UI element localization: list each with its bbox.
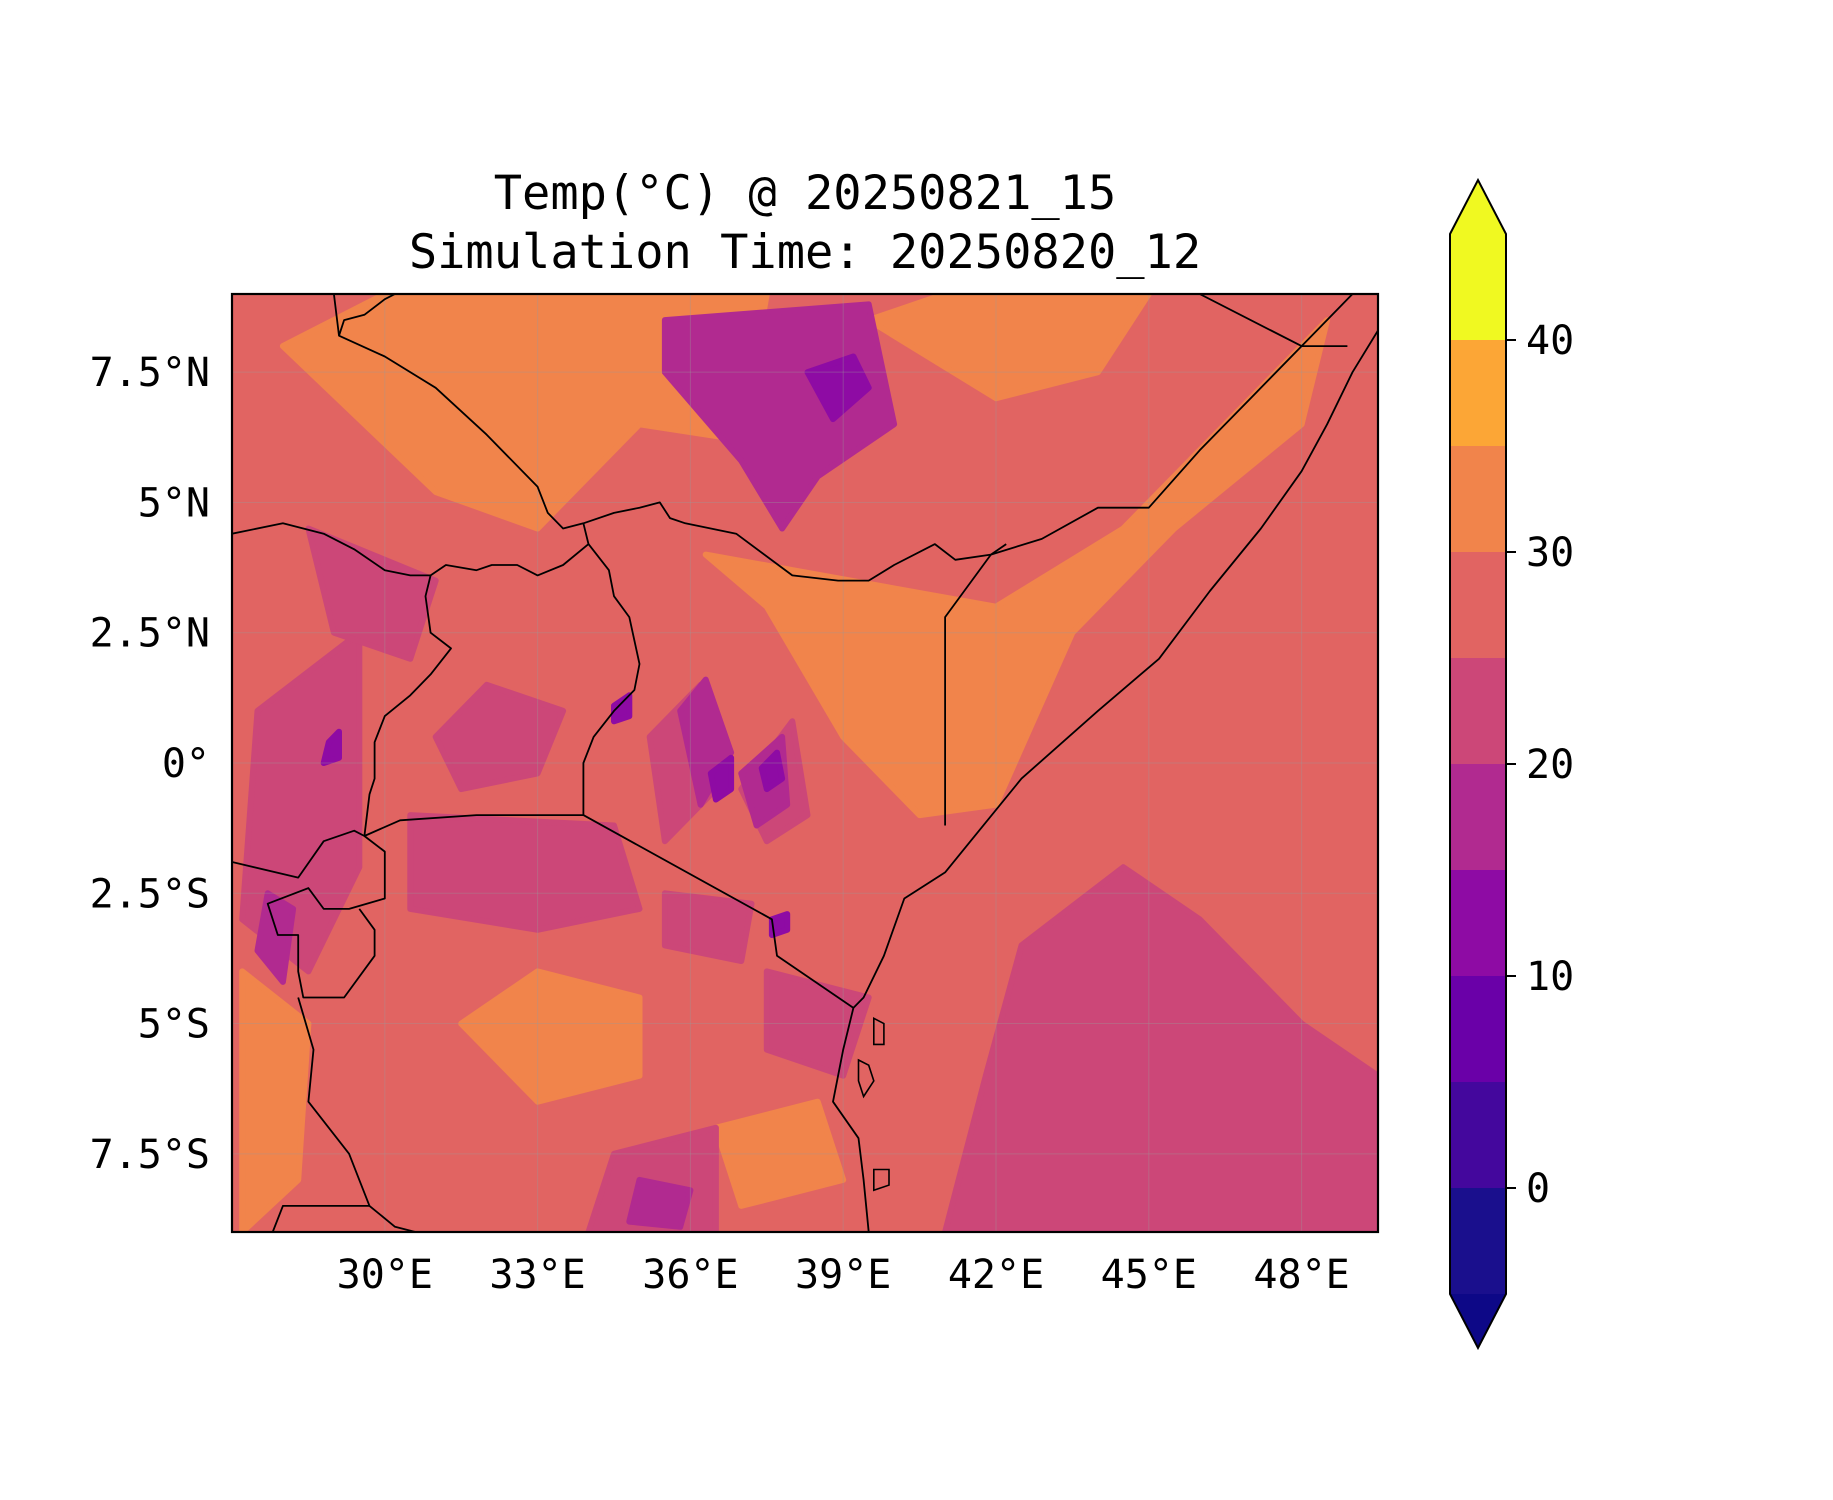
lat-tick-label: 2.5°N: [90, 611, 210, 657]
colorbar-over-arrow: [1450, 180, 1506, 234]
map-frame: [230, 292, 1380, 1234]
temperature-region: [768, 911, 791, 938]
temperature-region: [458, 968, 643, 1105]
lon-tick-label: 33°E: [489, 1252, 585, 1298]
country-borders: [232, 294, 1378, 1232]
border-line: [990, 294, 1354, 556]
lon-tick-label: 39°E: [795, 1252, 891, 1298]
colorbar-tick-label: 10: [1526, 954, 1574, 1000]
temperature-region: [239, 968, 312, 1232]
colorbar-tick-label: 20: [1526, 742, 1574, 788]
lon-tick-label: 45°E: [1101, 1252, 1197, 1298]
temperature-region: [942, 864, 1378, 1232]
border-line: [271, 1205, 370, 1232]
lon-tick-label: 42°E: [948, 1252, 1044, 1298]
figure-title-line-2: Simulation Time: 20250820_12: [408, 225, 1202, 280]
temperature-region: [320, 728, 342, 766]
island-outline: [872, 1168, 890, 1192]
border-line: [832, 330, 1378, 1232]
island-outline: [857, 1058, 875, 1099]
border-line: [1199, 294, 1348, 348]
lon-tick-label: 30°E: [337, 1252, 433, 1298]
border-line: [582, 543, 641, 816]
border-line: [363, 575, 452, 837]
gridlines: [232, 294, 1378, 1232]
colorbar-segment: [1450, 1188, 1506, 1294]
temperature-region: [432, 681, 567, 793]
colorbar-tick-label: 40: [1526, 318, 1574, 364]
colorbar-segment: [1450, 870, 1506, 976]
colorbar-segment: [1450, 1082, 1506, 1188]
colorbar-segment: [1450, 658, 1506, 764]
border-line: [333, 294, 584, 530]
map-area: [232, 294, 1378, 1232]
colorbar-segment: [1450, 446, 1506, 552]
border-line: [232, 829, 386, 999]
temperature-region: [707, 754, 735, 803]
border-line: [297, 997, 416, 1232]
lat-tick-label: 0°: [162, 741, 210, 787]
colorbar-segment: [1450, 340, 1506, 446]
lat-tick-label: 7.5°N: [90, 350, 210, 396]
temperature-region: [611, 692, 633, 725]
temperature-region: [804, 353, 872, 423]
island-outline: [872, 1016, 885, 1046]
colorbar-under-arrow: [1450, 1294, 1506, 1348]
lat-tick-label: 7.5°S: [90, 1132, 210, 1178]
temperature-region: [865, 294, 1152, 402]
temperature-region: [254, 890, 297, 985]
figure-title-line-1: Temp(°C) @ 20250821_15: [493, 166, 1117, 221]
temperature-region: [407, 812, 643, 933]
colorbar-segment: [1450, 234, 1506, 340]
lat-tick-label: 2.5°S: [90, 871, 210, 917]
temperature-region: [661, 890, 755, 964]
temperature-region: [758, 749, 786, 793]
colorbar-segment: [1450, 976, 1506, 1082]
border-line: [582, 501, 1007, 582]
latitude-ticks: 7.5°N 5°N 2.5°N 0° 2.5°S 5°S 7.5°S: [90, 350, 210, 1178]
temperature-region: [305, 525, 439, 662]
colorbar-segment: [1450, 764, 1506, 870]
border-line: [944, 554, 992, 826]
colorbar-segment: [1450, 552, 1506, 658]
lat-tick-label: 5°N: [138, 480, 210, 526]
temperature-region: [712, 1098, 847, 1209]
colorbar-tick-label: 0: [1526, 1166, 1550, 1212]
lon-tick-label: 36°E: [642, 1252, 738, 1298]
colorbar-outline: [1449, 177, 1507, 1351]
temperature-region: [239, 629, 363, 975]
border-line: [232, 522, 590, 577]
lon-tick-label: 48°E: [1253, 1252, 1349, 1298]
border-line: [364, 814, 854, 1009]
temperature-region: [626, 1176, 694, 1230]
longitude-ticks: 30°E 33°E 36°E 39°E 42°E 45°E 48°E: [337, 1252, 1350, 1298]
border-line: [338, 294, 396, 336]
colorbar-tick-label: 30: [1526, 530, 1574, 576]
lat-tick-label: 5°S: [138, 1002, 210, 1048]
colorbar: 0 10 20 30 40: [1449, 177, 1574, 1351]
